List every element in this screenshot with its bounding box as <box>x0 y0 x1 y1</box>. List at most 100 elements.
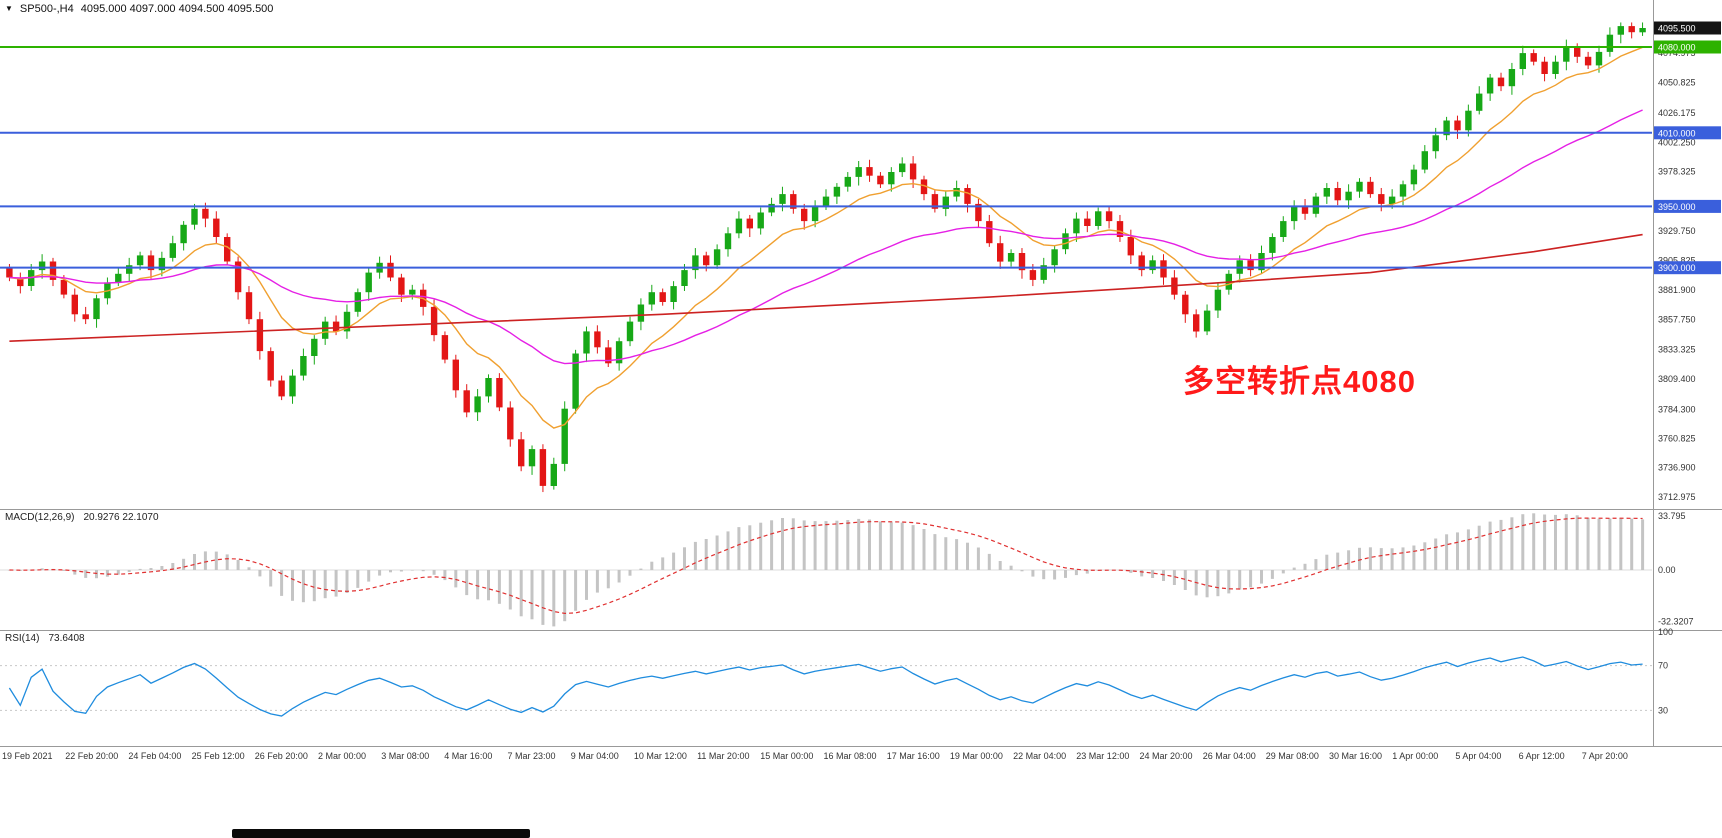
price-axis-label: 3809.400 <box>1658 374 1696 384</box>
macd-bar <box>203 551 207 570</box>
candle-body <box>986 221 993 244</box>
candle-body <box>1399 184 1407 197</box>
candle-body <box>931 194 939 209</box>
annotation-text[interactable]: 多空转折点4080 <box>1183 364 1416 399</box>
time-axis-label: 22 Feb 20:00 <box>65 751 118 761</box>
macd-bar <box>258 570 262 577</box>
macd-bar <box>1412 545 1416 570</box>
macd-bar <box>1554 514 1557 570</box>
macd-bar <box>1499 519 1503 570</box>
macd-bar <box>628 570 632 576</box>
candle-body <box>822 196 830 207</box>
macd-bar <box>1129 570 1133 573</box>
taskbar-fragment[interactable] <box>232 829 530 838</box>
candle-body <box>779 194 786 204</box>
macd-bar <box>1641 519 1645 570</box>
rsi-value: 73.6408 <box>48 633 85 644</box>
candle-body <box>1541 61 1548 74</box>
candle-body <box>147 255 155 271</box>
candle-body <box>115 273 122 283</box>
time-axis-label: 15 Mar 00:00 <box>760 751 813 761</box>
price-tag-4010[interactable] <box>1654 126 1721 140</box>
macd-signal-line <box>9 517 1643 615</box>
candle-body <box>354 292 361 312</box>
candle-body <box>245 292 253 320</box>
time-axis-label: 23 Mar 12:00 <box>1076 751 1129 761</box>
price-axis-label: 4026.175 <box>1658 108 1696 118</box>
price-tag-3900-label: 3900.000 <box>1658 263 1696 273</box>
macd-bar <box>1064 570 1067 578</box>
price-axis-label: 4002.250 <box>1658 137 1696 147</box>
price-tag-4080[interactable] <box>1654 40 1721 54</box>
macd-bar <box>1260 570 1263 584</box>
symbol-period: SP500-,H4 <box>19 3 74 15</box>
candle-body <box>1617 26 1624 35</box>
horizontal-levels[interactable] <box>0 45 1652 269</box>
price-tag-3900[interactable] <box>1654 261 1721 275</box>
time-axis-label: 6 Apr 12:00 <box>1519 751 1565 761</box>
candle-body <box>746 218 753 229</box>
candle-body <box>768 203 775 213</box>
candle-body <box>811 206 819 222</box>
macd-bar <box>857 518 861 570</box>
rsi-level-lines <box>0 665 1652 711</box>
candle-body <box>1563 47 1570 62</box>
candle-body <box>1116 221 1124 237</box>
candle-body <box>1345 191 1352 201</box>
candle-body <box>975 203 982 222</box>
candle-body <box>1410 169 1418 185</box>
candle-body <box>1432 135 1439 152</box>
macd-bar <box>1521 514 1525 570</box>
macd-axis-label: 33.795 <box>1658 511 1686 521</box>
time-axis-label: 9 Mar 04:00 <box>571 751 619 761</box>
price-axis-label: 3978.325 <box>1658 167 1696 177</box>
candle-body <box>909 163 917 180</box>
candle-body <box>1388 196 1396 204</box>
macd-bar <box>944 537 948 570</box>
price-tag-3950[interactable] <box>1654 199 1721 213</box>
candle-body <box>844 176 851 187</box>
macd-bar <box>1543 514 1547 570</box>
time-axis[interactable]: 19 Feb 2021 22 Feb 20:00 24 Feb 04:00 25 Fe… <box>2 751 1628 761</box>
macd-bar <box>312 570 316 602</box>
macd-bar <box>1249 570 1253 588</box>
macd-bar <box>1107 569 1111 571</box>
candle-body <box>605 347 612 364</box>
candle-body <box>1007 253 1015 262</box>
macd-bar <box>976 547 980 570</box>
macd-bar <box>1042 570 1046 580</box>
candle-body <box>38 261 46 271</box>
symbol-dropdown-icon[interactable]: ▼ <box>5 4 13 13</box>
time-axis-label: 24 Mar 20:00 <box>1140 751 1193 761</box>
macd-bar <box>955 539 959 570</box>
time-axis-label: 16 Mar 08:00 <box>824 751 877 761</box>
candle-body <box>866 167 873 176</box>
candle-body <box>17 277 24 287</box>
macd-axis[interactable]: 33.795 0.00 -32.3207 <box>1658 511 1694 627</box>
candle-body <box>332 321 340 332</box>
macd-bar <box>1325 554 1329 570</box>
candle-body <box>1584 56 1592 66</box>
macd-bar <box>269 570 273 587</box>
macd-bar <box>606 570 610 589</box>
macd-bar <box>1347 550 1351 570</box>
rsi-axis[interactable]: 100 70 30 <box>1658 627 1673 715</box>
macd-bar <box>1216 570 1220 597</box>
quote-ohlc: 4095.000 4097.000 4094.500 4095.500 <box>80 3 274 15</box>
macd-axis-label: -32.3207 <box>1658 617 1694 627</box>
macd-bar <box>1445 534 1449 570</box>
time-axis-label: 5 Apr 04:00 <box>1455 751 1501 761</box>
time-axis-label: 30 Mar 16:00 <box>1329 751 1382 761</box>
candle-body <box>1182 294 1189 315</box>
candle-body <box>964 188 971 204</box>
macd-bar <box>356 570 360 588</box>
macd-bar <box>574 570 578 611</box>
macd-bar <box>911 525 915 570</box>
macd-name: MACD(12,26,9) <box>5 512 75 523</box>
price-axis[interactable]: 4074.9754050.8254026.1754002.2503978.325… <box>1658 48 1696 502</box>
candle-body <box>234 261 242 293</box>
candle-body <box>1105 211 1113 222</box>
time-axis-label: 11 Mar 20:00 <box>697 751 749 761</box>
macd-bar <box>966 542 969 570</box>
